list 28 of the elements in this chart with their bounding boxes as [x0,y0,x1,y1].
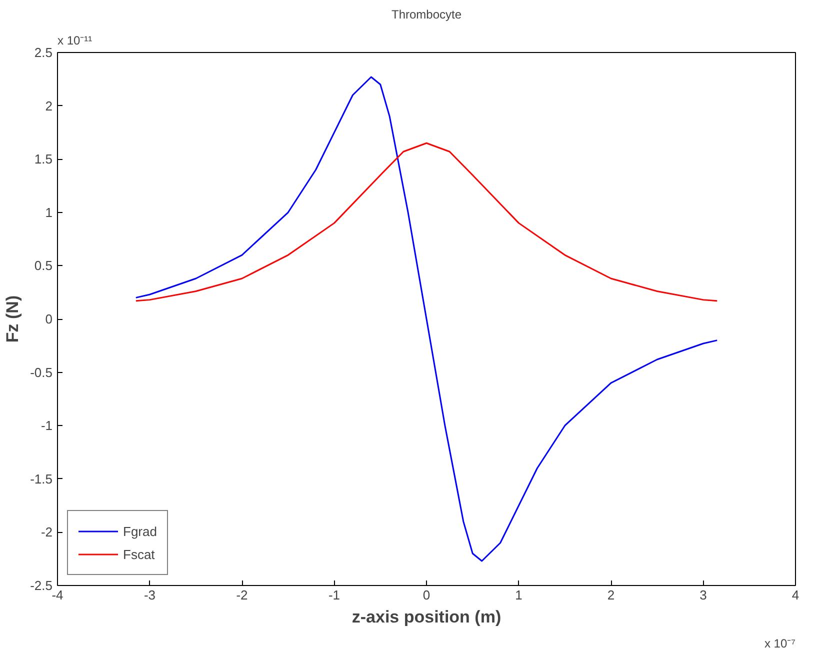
text: x 10⁻¹¹ [58,34,92,48]
text: x 10⁻⁷ [764,636,796,650]
x-tick-label: -4 [52,588,64,602]
x-axis-title: z-axis position (m) [352,608,502,626]
chart-title: Thrombocyte [391,8,462,22]
x-tick-label: -1 [328,588,340,602]
y-tick-label: -1.5 [30,471,53,486]
line-series [135,142,718,302]
x-tick-label: -3 [144,588,156,602]
y-tick-label: -1 [40,418,53,434]
y-tick-label: -2.5 [30,578,53,593]
y-tick-label: 0.5 [34,258,53,274]
y-tick-label: -0.5 [30,364,53,380]
x-tick-label: -2 [236,588,248,602]
legend-label: Fgrad [123,524,157,538]
y-tick-label: 2.5 [34,45,53,60]
x-tick-label: 0 [422,588,430,602]
y-tick-label: 2 [45,98,53,114]
y-tick-label: 1 [45,204,53,220]
y-tick-label: 1.5 [34,152,53,167]
y-tick-label: 0 [45,312,53,326]
legend-label: Fscat [123,546,155,562]
x-tick-label: 2 [607,588,615,602]
y-tick-label: -2 [40,524,53,540]
y-axis-title: Fz (N) [3,295,22,343]
x-tick-label: 4 [792,588,800,602]
x-tick-label: 1 [515,588,522,602]
x-tick-label: 3 [700,588,707,602]
